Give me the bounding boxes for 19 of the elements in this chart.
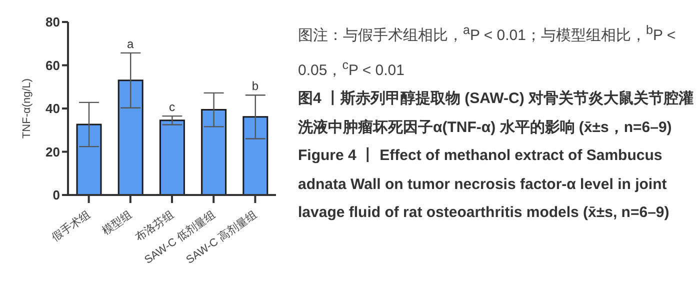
bar	[76, 124, 102, 195]
y-tick-label: 80	[46, 14, 60, 30]
y-tick-label: 0	[52, 188, 60, 203]
bar	[242, 116, 268, 195]
text: 图4 丨斯赤列甲醇提取物 (SAW-C) 对骨关节炎大鼠关节腔灌洗液中肿瘤坏死因子α(TNF-α) 水平的影响 (x̄±s，n=6–9)	[298, 89, 695, 138]
annotation: c	[169, 100, 175, 114]
x-tick-label: 模型组	[100, 208, 134, 238]
text: Figure 4 丨 Effect of methanol extract of Sambucus adnata Wall on tumor necrosis factor-α level in joint lavage fluid of rat osteoarthritis models (x̄±s, n=6–9)	[298, 146, 670, 223]
annotation: a	[127, 36, 134, 51]
text: 图注：与假手术组相比，$^{a}$P < 0.01；与模型组相比，$^{b}$P < 0.05，$^{c}$P < 0.01	[298, 23, 676, 78]
x-tick-label: 假手术组	[49, 208, 93, 244]
y-tick-label: 60	[46, 58, 60, 73]
bar	[118, 80, 144, 195]
annotation: b	[252, 79, 259, 94]
bar	[201, 109, 227, 195]
y-axis-title: TNF-α(ng/L)	[20, 78, 33, 139]
y-tick-label: 40	[46, 101, 60, 116]
bar	[159, 120, 185, 195]
y-tick-label: 20	[46, 144, 60, 160]
